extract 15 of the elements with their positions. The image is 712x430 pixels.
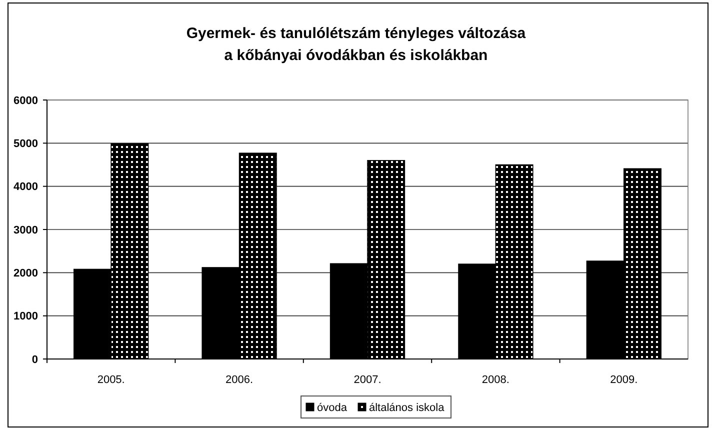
y-tick-label: 5000 <box>14 138 38 150</box>
legend-label: általános iskola <box>369 402 446 414</box>
y-tick-label: 1000 <box>14 310 38 323</box>
x-tick-label: 2005. <box>97 374 125 386</box>
x-tick-label: 2006. <box>226 374 254 386</box>
y-tick-label: 4000 <box>14 181 38 194</box>
x-tick-label: 2008. <box>482 374 510 386</box>
x-tick-label: 2009. <box>610 374 638 386</box>
chart-title: Gyermek- és tanulólétszám tényleges változása a kőbányai óvodákban és iskolákban <box>186 25 526 64</box>
y-tick-label: 0 <box>32 354 38 366</box>
legend-label: óvoda <box>317 402 348 414</box>
x-tick-label: 2007. <box>354 374 382 386</box>
y-tick-label: 6000 <box>14 94 38 107</box>
y-tick-label: 2000 <box>14 268 38 280</box>
y-tick-label: 3000 <box>14 224 38 236</box>
